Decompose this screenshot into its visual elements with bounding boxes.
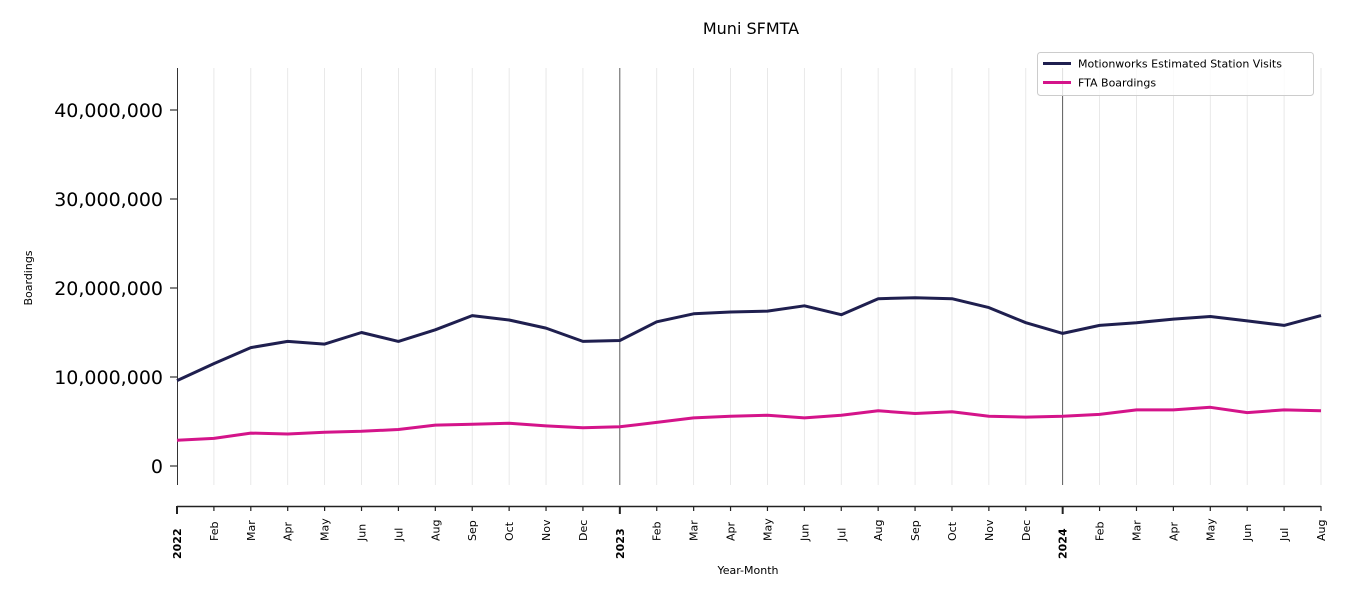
x-tick-label: Mar xyxy=(245,520,258,541)
legend-label-motionworks: Motionworks Estimated Station Visits xyxy=(1078,58,1282,71)
y-tick-label: 30,000,000 xyxy=(54,189,163,211)
x-tick-label: Aug xyxy=(1315,520,1328,541)
x-tick-label: Jun xyxy=(1241,524,1254,542)
y-axis-ticks: 0 10,000,000 20,000,000 30,000,000 40,000,00… xyxy=(54,100,177,478)
x-tick-label: Sep xyxy=(909,520,922,541)
x-tick-label: May xyxy=(1204,518,1217,541)
x-tick-label: Feb xyxy=(651,522,664,541)
y-tick-label: 20,000,000 xyxy=(54,278,163,300)
x-tick-label: Jun xyxy=(356,524,369,542)
x-tick-label: Aug xyxy=(872,520,885,541)
x-axis-ticks: 2022 Feb Mar Apr May Jun Jul Aug Sep Oct Nov Dec 202… xyxy=(171,506,1328,559)
grid-lines xyxy=(213,68,1322,485)
legend: Motionworks Estimated Station Visits FTA… xyxy=(1037,52,1314,96)
x-tick-label: Jun xyxy=(798,524,811,542)
x-tick-label: Feb xyxy=(208,522,221,541)
legend-label-fta: FTA Boardings xyxy=(1078,77,1156,90)
y-tick-label: 0 xyxy=(151,456,163,478)
x-tick-label: Apr xyxy=(282,521,295,541)
x-tick-label: Oct xyxy=(946,521,959,541)
x-tick-label: Jul xyxy=(1278,528,1291,542)
series-line-fta xyxy=(176,405,1322,442)
x-tick-label: Mar xyxy=(688,520,701,541)
y-tick-label: 40,000,000 xyxy=(54,100,163,122)
x-tick-label: Aug xyxy=(429,520,442,541)
x-tick-label: May xyxy=(319,518,332,541)
x-tick-label: 2022 xyxy=(171,528,184,559)
x-tick-label: May xyxy=(761,518,774,541)
y-tick-label: 10,000,000 xyxy=(54,367,163,389)
x-tick-label: Dec xyxy=(1020,520,1033,541)
x-tick-label: Apr xyxy=(1167,521,1180,541)
x-tick-label: Feb xyxy=(1094,522,1107,541)
x-tick-label: Dec xyxy=(577,520,590,541)
x-tick-label: Jul xyxy=(835,528,848,542)
x-tick-label: Nov xyxy=(540,519,553,541)
x-tick-label: Mar xyxy=(1130,520,1143,541)
x-tick-label: Apr xyxy=(725,521,738,541)
chart-title: Muni SFMTA xyxy=(703,19,799,38)
x-tick-label: Jul xyxy=(392,528,405,542)
legend-box xyxy=(1037,52,1314,96)
x-axis-label: Year-Month xyxy=(716,564,778,577)
x-tick-label: Nov xyxy=(983,519,996,541)
x-tick-label: Oct xyxy=(503,521,516,541)
x-tick-label: 2024 xyxy=(1057,528,1070,559)
series-lines xyxy=(176,296,1322,442)
series-line-motionworks xyxy=(176,296,1322,382)
x-tick-label: Sep xyxy=(466,520,479,541)
x-tick-label: 2023 xyxy=(614,528,627,559)
y-axis-label: Boardings xyxy=(22,250,35,305)
